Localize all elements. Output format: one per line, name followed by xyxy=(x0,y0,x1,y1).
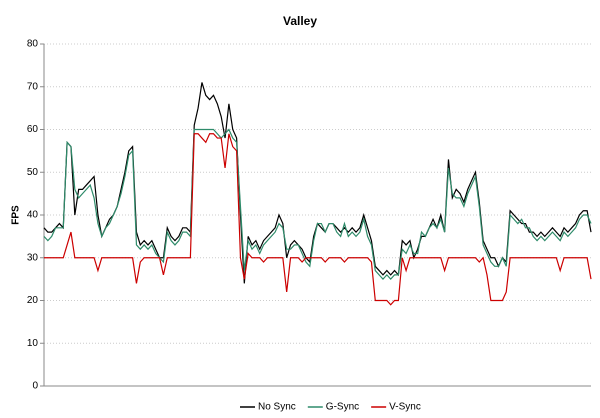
y-tick-label: 60 xyxy=(27,124,39,135)
y-tick-label: 30 xyxy=(27,252,39,263)
y-tick-label: 40 xyxy=(27,210,39,221)
y-axis-label: FPS xyxy=(11,205,22,225)
y-tick-label: 10 xyxy=(27,338,39,349)
y-tick-label: 50 xyxy=(27,167,39,178)
legend-label: No Sync xyxy=(258,402,296,413)
y-tick-label: 70 xyxy=(27,81,39,92)
series-line xyxy=(43,82,592,284)
y-tick-label: 20 xyxy=(27,295,39,306)
legend-label: V-Sync xyxy=(389,402,421,413)
series-line xyxy=(44,133,592,306)
y-tick-label: 80 xyxy=(27,39,39,50)
y-tick-label: 0 xyxy=(32,381,38,392)
legend-label: G-Sync xyxy=(326,402,359,413)
series-line xyxy=(43,128,592,281)
chart-title: Valley xyxy=(283,14,317,28)
